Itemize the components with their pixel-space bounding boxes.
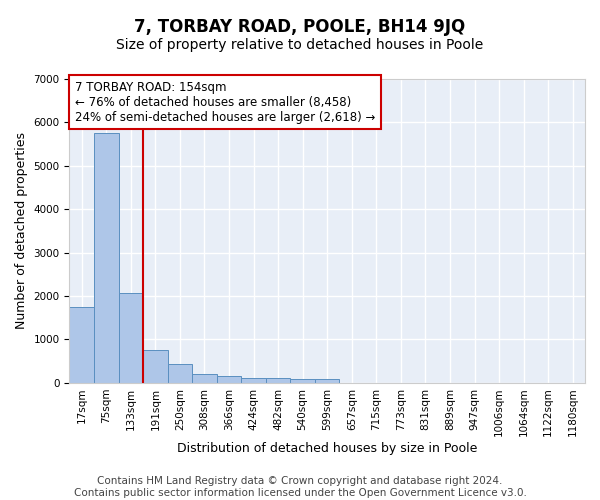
Bar — [167, 364, 192, 383]
Bar — [266, 378, 290, 383]
Text: 7, TORBAY ROAD, POOLE, BH14 9JQ: 7, TORBAY ROAD, POOLE, BH14 9JQ — [134, 18, 466, 36]
Bar — [192, 374, 217, 383]
Bar — [290, 380, 315, 383]
Text: 7 TORBAY ROAD: 154sqm
← 76% of detached houses are smaller (8,458)
24% of semi-d: 7 TORBAY ROAD: 154sqm ← 76% of detached … — [74, 80, 375, 124]
Text: Contains HM Land Registry data © Crown copyright and database right 2024.
Contai: Contains HM Land Registry data © Crown c… — [74, 476, 526, 498]
Bar — [70, 307, 94, 383]
X-axis label: Distribution of detached houses by size in Poole: Distribution of detached houses by size … — [177, 442, 478, 455]
Text: Size of property relative to detached houses in Poole: Size of property relative to detached ho… — [116, 38, 484, 52]
Bar — [217, 376, 241, 383]
Bar — [143, 350, 167, 383]
Bar — [119, 292, 143, 383]
Bar — [315, 380, 340, 383]
Bar — [94, 134, 119, 383]
Bar — [241, 378, 266, 383]
Y-axis label: Number of detached properties: Number of detached properties — [15, 132, 28, 330]
